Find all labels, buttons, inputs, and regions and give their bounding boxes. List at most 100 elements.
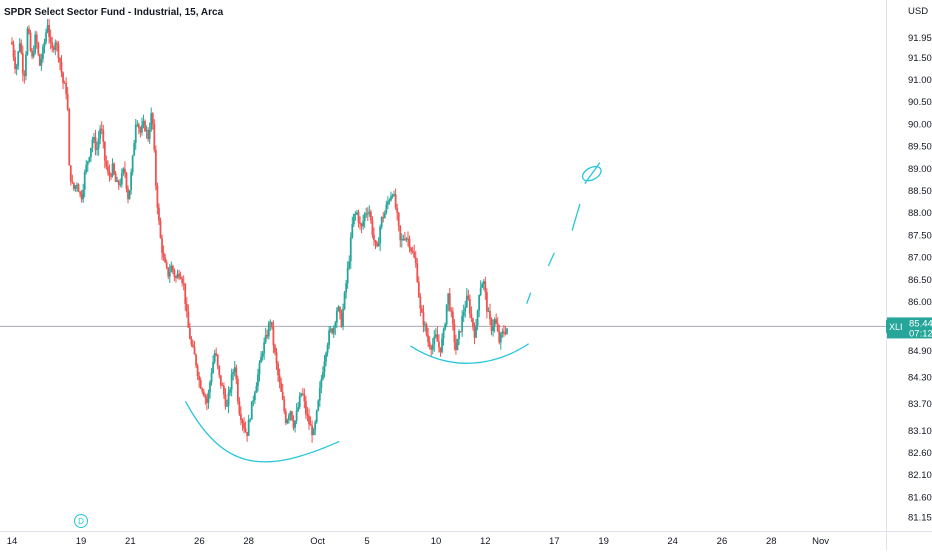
candle-body bbox=[137, 124, 140, 129]
candle-body bbox=[359, 222, 361, 224]
candle-body bbox=[247, 419, 250, 436]
candle-body bbox=[198, 376, 201, 381]
candle-body bbox=[139, 128, 142, 133]
candle-body bbox=[253, 392, 256, 401]
candle-body bbox=[295, 410, 298, 421]
candle-body bbox=[436, 334, 439, 342]
right-rounding-bottom-arc[interactable] bbox=[410, 343, 530, 364]
candle-body bbox=[130, 172, 133, 191]
candle-body bbox=[156, 185, 159, 208]
candle-body bbox=[226, 405, 228, 407]
candle-body bbox=[465, 295, 468, 308]
candle-body bbox=[394, 194, 397, 208]
candle-body bbox=[318, 387, 321, 401]
candle-body bbox=[20, 43, 23, 54]
target-marker-stroke bbox=[584, 162, 601, 185]
projection-dash[interactable] bbox=[547, 252, 555, 267]
x-tick-label: 24 bbox=[667, 536, 678, 547]
candle-body bbox=[397, 212, 400, 226]
candle-body bbox=[240, 414, 242, 421]
candle-body bbox=[116, 180, 119, 182]
candle-body bbox=[312, 429, 315, 436]
candle-body bbox=[408, 238, 411, 249]
candle-body bbox=[470, 313, 473, 319]
candle-body bbox=[311, 425, 313, 436]
candle-body bbox=[309, 424, 312, 426]
candle-body bbox=[272, 326, 275, 346]
candle-body bbox=[337, 306, 340, 311]
candle-body bbox=[362, 221, 365, 227]
candle-body bbox=[489, 310, 491, 320]
axes: 91.95 91.50 91.00 90.50 90.00 89.50 89.00 88.50… bbox=[7, 33, 932, 547]
candle-body bbox=[399, 225, 402, 241]
candle-body bbox=[148, 129, 151, 140]
candle-body bbox=[235, 367, 238, 380]
candle-body bbox=[196, 365, 199, 377]
candle-body bbox=[332, 327, 335, 334]
candle-body bbox=[229, 389, 232, 393]
candle-body bbox=[216, 354, 219, 366]
candle-body bbox=[413, 252, 416, 258]
candle-body bbox=[481, 283, 484, 288]
y-tick-label: 82.60 bbox=[908, 448, 932, 459]
candle-body bbox=[294, 420, 296, 428]
candle-body bbox=[498, 331, 501, 343]
candle-body bbox=[484, 281, 487, 293]
projection-dash[interactable] bbox=[526, 292, 532, 304]
candle-body bbox=[71, 181, 74, 183]
candle-body bbox=[340, 312, 343, 327]
candle-body bbox=[165, 262, 168, 268]
candle-body bbox=[450, 310, 453, 312]
candle-body bbox=[162, 252, 165, 258]
x-tick-label: 28 bbox=[243, 536, 254, 547]
candle-body bbox=[69, 165, 72, 182]
candle-body bbox=[308, 415, 310, 425]
candle-body bbox=[25, 54, 27, 76]
candle-body bbox=[284, 411, 287, 424]
candle-body bbox=[352, 213, 355, 225]
candle-body bbox=[320, 379, 323, 388]
candle-body bbox=[68, 109, 71, 166]
candle-body bbox=[223, 385, 225, 395]
candle-body bbox=[348, 261, 351, 268]
y-tick-label: 83.70 bbox=[908, 399, 932, 410]
candle-body bbox=[113, 163, 115, 174]
candle-body bbox=[371, 220, 374, 235]
candle-body bbox=[179, 276, 182, 279]
target-marker[interactable] bbox=[580, 164, 603, 184]
candle-body bbox=[422, 312, 425, 326]
candle-body bbox=[492, 326, 494, 331]
candle-body bbox=[479, 287, 482, 295]
candle-body bbox=[114, 173, 117, 182]
dividend-event-badge[interactable] bbox=[74, 514, 89, 528]
candle-body bbox=[419, 297, 422, 309]
candle-body bbox=[325, 353, 327, 362]
candle-body bbox=[190, 338, 193, 345]
left-rounding-bottom-arc[interactable] bbox=[184, 401, 340, 463]
candle-body bbox=[167, 267, 170, 277]
currency-label: USD bbox=[908, 6, 928, 17]
candle-body bbox=[250, 401, 253, 420]
projection-dash[interactable] bbox=[571, 203, 581, 231]
candle-body bbox=[411, 250, 414, 253]
candle-body bbox=[230, 374, 233, 390]
candle-body bbox=[266, 334, 269, 337]
candle-body bbox=[453, 323, 456, 343]
candle-body bbox=[207, 392, 210, 403]
candle-body bbox=[410, 248, 412, 251]
candle-body bbox=[45, 32, 47, 43]
candle-body bbox=[85, 164, 88, 173]
y-tick-label: 88.50 bbox=[908, 186, 932, 197]
chart-title: SPDR Select Sector Fund - Industrial, 15… bbox=[4, 7, 224, 18]
x-tick-label: 19 bbox=[76, 536, 87, 547]
candle-body bbox=[184, 283, 187, 305]
candle-body bbox=[119, 184, 122, 186]
candle-body bbox=[145, 130, 148, 132]
candle-body bbox=[396, 207, 399, 213]
candle-body bbox=[335, 310, 338, 323]
candle-body bbox=[263, 342, 266, 354]
candle-body bbox=[382, 217, 385, 219]
candle-body bbox=[339, 306, 341, 313]
